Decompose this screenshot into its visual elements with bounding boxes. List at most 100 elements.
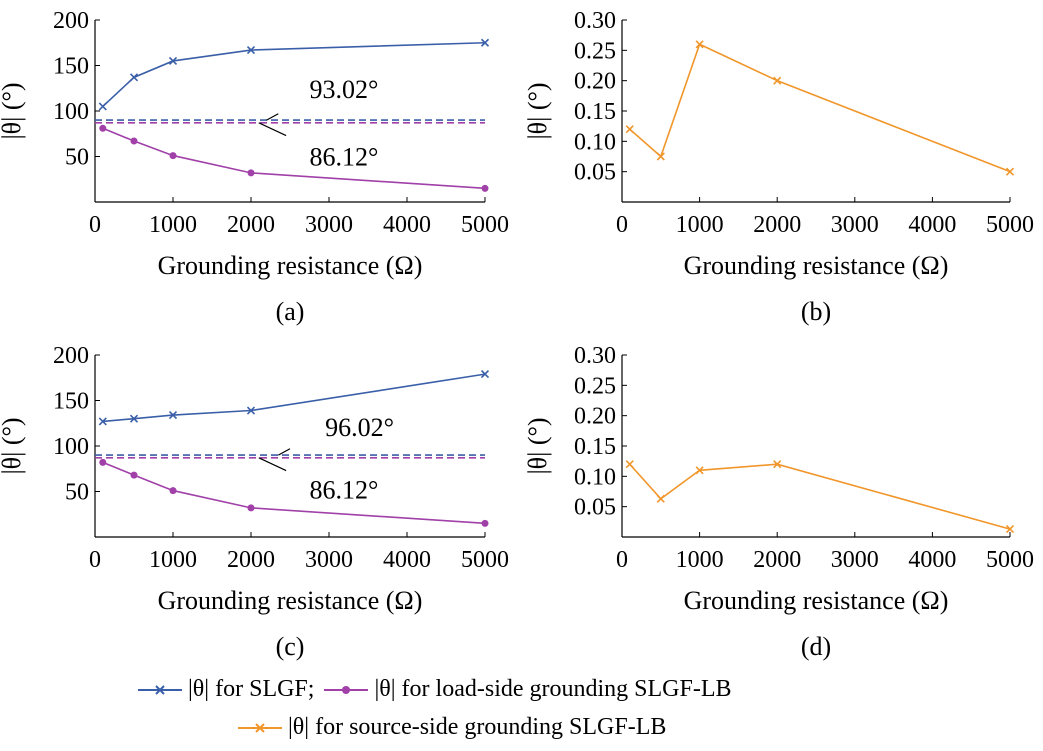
x-tick-label: 0 — [616, 212, 628, 238]
legend-item-source-side: |θ| for source-side grounding SLGF-LB — [238, 714, 666, 741]
panel-label: (a) — [276, 297, 305, 326]
data-point — [129, 414, 139, 423]
y-tick-label: 0.20 — [574, 404, 616, 430]
annotation-pointer — [278, 448, 291, 456]
legend-label: |θ| for source-side grounding SLGF-LB — [288, 714, 667, 740]
legend-swatch-dot-icon — [324, 685, 369, 694]
y-tick-label: 0.10 — [574, 129, 616, 155]
x-tick-label: 4000 — [908, 547, 956, 573]
x-tick-label: 2000 — [753, 212, 801, 238]
x-tick-label: 1000 — [149, 547, 197, 573]
legend-item-slgf: |θ| for SLGF; — [138, 676, 324, 703]
annotation-pointer — [258, 122, 287, 137]
chart-panel-c: 0 1000 2000 3000 4000 5000 50 100 150 200 Groundin… — [0, 343, 509, 661]
x-tick-label: 1000 — [676, 547, 724, 573]
x-tick-label: 5000 — [986, 547, 1034, 573]
x-tick-label: 5000 — [986, 212, 1034, 238]
data-point — [773, 76, 782, 85]
x-axis-title: Grounding resistance (Ω) — [684, 251, 949, 280]
x-tick-label: 3000 — [305, 547, 353, 573]
y-axis-title: |θ| (°) — [523, 417, 552, 474]
y-tick-label: 0.20 — [574, 69, 616, 95]
x-tick-label: 0 — [89, 547, 101, 573]
x-tick-label: 2000 — [227, 547, 275, 573]
x-tick-label: 0 — [616, 547, 628, 573]
y-tick-label: 50 — [65, 480, 89, 506]
y-tick-label: 0.05 — [574, 160, 616, 186]
y-tick-label: 150 — [53, 54, 89, 80]
y-axis-title: |θ| (°) — [523, 82, 552, 139]
x-tick-label: 2000 — [227, 212, 275, 238]
annotation-pointer — [266, 113, 279, 121]
data-point — [98, 417, 107, 426]
x-tick-label: 3000 — [831, 547, 879, 573]
legend-row-1: |θ| for SLGF; |θ| for load-side groundin… — [138, 676, 732, 703]
data-point — [99, 458, 107, 466]
data-point — [99, 124, 107, 132]
legend-row-2: |θ| for source-side grounding SLGF-LB — [238, 714, 666, 741]
data-point — [656, 152, 665, 161]
data-point — [98, 102, 107, 111]
data-point — [246, 406, 256, 415]
data-point — [695, 466, 704, 475]
chart-panel-a: 0 1000 2000 3000 4000 5000 50 100 150 200 Groundin… — [0, 8, 509, 326]
data-point — [480, 370, 490, 379]
x-tick-label: 0 — [89, 212, 101, 238]
y-axis-title: |θ| (°) — [0, 417, 26, 474]
x-tick-label: 5000 — [461, 547, 509, 573]
data-point — [773, 460, 782, 469]
y-tick-label: 0.10 — [574, 464, 616, 490]
x-tick-label: 3000 — [831, 212, 879, 238]
data-point — [625, 460, 634, 469]
series-line — [102, 373, 486, 423]
data-point — [168, 410, 178, 420]
data-point — [625, 125, 634, 134]
data-point — [695, 40, 704, 49]
chart-panel-b: 0 1000 2000 3000 4000 5000 0.05 0.10 0.15 0.20 0.2… — [523, 8, 1034, 326]
y-tick-label: 100 — [53, 99, 89, 125]
legend-item-load-side: |θ| for load-side grounding SLGF-LB — [324, 676, 732, 703]
legend-label: |θ| for SLGF; — [188, 676, 315, 702]
y-tick-label: 0.05 — [574, 495, 616, 521]
y-axis-title: |θ| (°) — [0, 82, 26, 139]
x-axis-title: Grounding resistance (Ω) — [158, 251, 423, 280]
series-line — [102, 461, 486, 525]
y-tick-label: 200 — [53, 343, 89, 369]
data-point — [246, 45, 256, 55]
data-point — [656, 494, 665, 503]
panel-label: (c) — [276, 632, 305, 661]
data-point — [169, 152, 177, 160]
y-tick-label: 0.15 — [574, 99, 616, 125]
series-line — [629, 463, 1011, 530]
data-point — [168, 56, 178, 66]
x-tick-label: 1000 — [676, 212, 724, 238]
y-tick-label: 0.30 — [574, 8, 616, 34]
annotation-label: 86.12° — [310, 143, 379, 172]
annotation-label: 96.02° — [325, 413, 394, 442]
data-point — [481, 519, 489, 527]
legend-label: |θ| for load-side grounding SLGF-LB — [374, 676, 732, 702]
x-tick-label: 2000 — [753, 547, 801, 573]
data-point — [480, 38, 490, 47]
x-tick-label: 3000 — [305, 212, 353, 238]
y-tick-label: 0.30 — [574, 343, 616, 369]
series-line — [102, 127, 486, 190]
legend-swatch-x-icon — [238, 722, 282, 733]
y-tick-label: 50 — [65, 145, 89, 171]
annotation-label: 86.12° — [310, 476, 379, 505]
data-point — [169, 487, 177, 495]
chart-panel-d: 0 1000 2000 3000 4000 5000 0.05 0.10 0.15 0.20 0.2… — [523, 343, 1034, 661]
series-line — [629, 43, 1011, 173]
data-point — [130, 471, 138, 479]
y-tick-label: 0.25 — [574, 38, 616, 64]
data-point — [247, 169, 255, 177]
x-tick-label: 4000 — [383, 212, 431, 238]
annotation-pointer — [258, 457, 287, 472]
y-tick-label: 200 — [53, 8, 89, 34]
panel-label: (d) — [801, 632, 831, 661]
x-tick-label: 1000 — [149, 212, 197, 238]
y-tick-label: 150 — [53, 389, 89, 415]
series-line — [102, 41, 486, 108]
x-tick-label: 4000 — [383, 547, 431, 573]
